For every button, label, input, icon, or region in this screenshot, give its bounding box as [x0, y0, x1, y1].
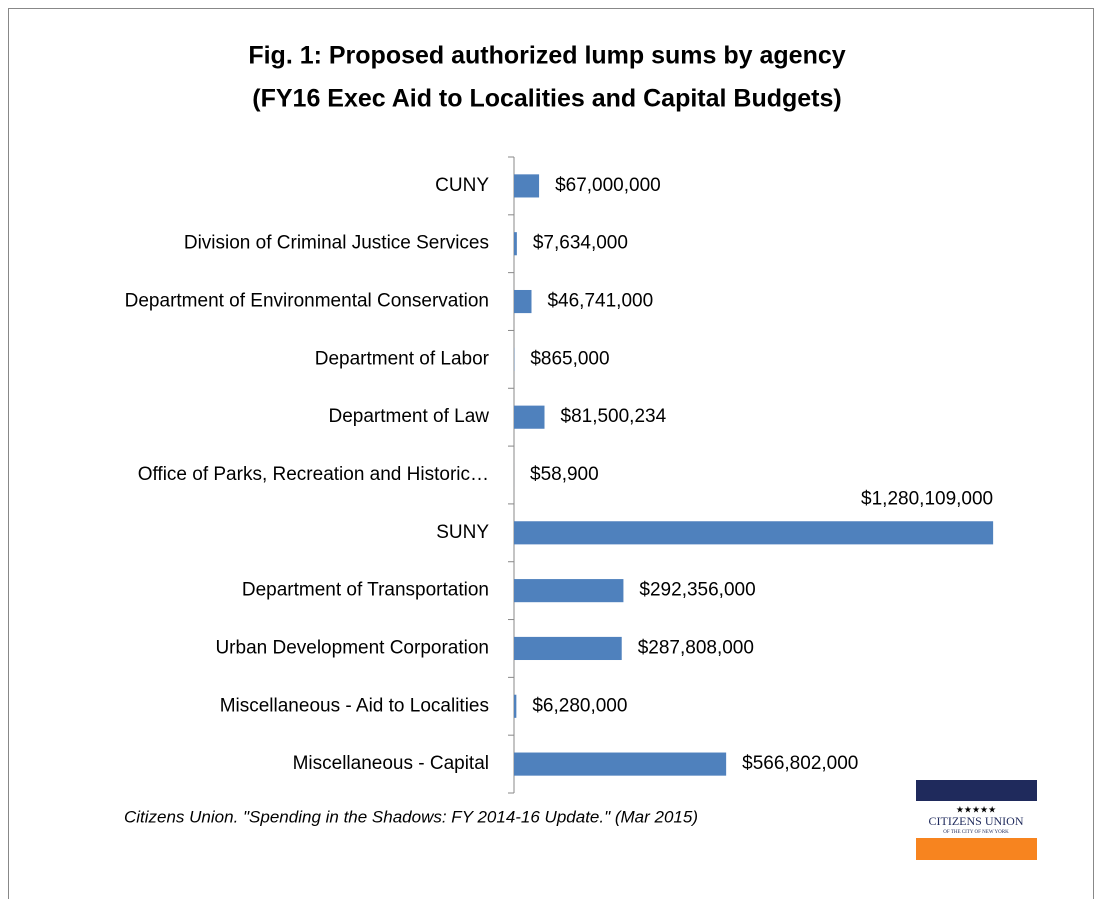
- value-label: $6,280,000: [532, 695, 627, 716]
- y-tick-label: Urban Development Corporation: [215, 637, 489, 658]
- logo-band-bottom: [916, 838, 1037, 860]
- y-tick-label: Department of Environmental Conservation: [125, 291, 489, 312]
- bar: [514, 174, 540, 198]
- value-label: $67,000,000: [555, 175, 661, 196]
- y-tick-label: Department of Transportation: [242, 580, 489, 601]
- bar: [514, 521, 994, 545]
- value-label: $292,356,000: [639, 580, 755, 601]
- value-label: $1,280,109,000: [861, 488, 993, 509]
- y-tick-label: Department of Labor: [315, 348, 490, 369]
- value-label: $46,741,000: [547, 291, 653, 312]
- y-tick-label: Miscellaneous - Capital: [293, 753, 489, 774]
- y-tick-label: CUNY: [435, 175, 489, 196]
- logo: ★★★★★ CITIZENS UNION OF THE CITY OF NEW …: [916, 780, 1037, 860]
- y-tick-label: Miscellaneous - Aid to Localities: [220, 695, 489, 716]
- bar: [514, 405, 545, 429]
- bar: [514, 579, 624, 603]
- bar: [514, 232, 517, 256]
- value-label: $865,000: [530, 348, 609, 369]
- value-label: $566,802,000: [742, 753, 858, 774]
- logo-text: CITIZENS UNION: [929, 814, 1024, 828]
- bar: [514, 289, 532, 314]
- y-tick-label: Division of Criminal Justice Services: [184, 233, 489, 254]
- logo-stars: ★★★★★: [956, 804, 996, 814]
- value-label: $287,808,000: [638, 637, 754, 658]
- y-tick-label: Office of Parks, Recreation and Historic…: [138, 464, 489, 485]
- bar: [514, 694, 517, 718]
- value-label: $7,634,000: [533, 233, 628, 254]
- logo-subtext: OF THE CITY OF NEW YORK: [943, 830, 1009, 835]
- y-tick-label: Department of Law: [328, 406, 489, 427]
- chart-subtitle: (FY16 Exec Aid to Localities and Capital…: [252, 85, 841, 113]
- bar: [514, 636, 622, 661]
- y-tick-label: SUNY: [436, 522, 489, 543]
- chart-title: Fig. 1: Proposed authorized lump sums by…: [248, 42, 845, 70]
- source-note: Citizens Union. "Spending in the Shadows…: [124, 807, 698, 826]
- logo-band-top: [916, 780, 1037, 801]
- bar: [514, 752, 727, 776]
- value-label: $58,900: [530, 464, 599, 485]
- value-label: $81,500,234: [561, 406, 667, 427]
